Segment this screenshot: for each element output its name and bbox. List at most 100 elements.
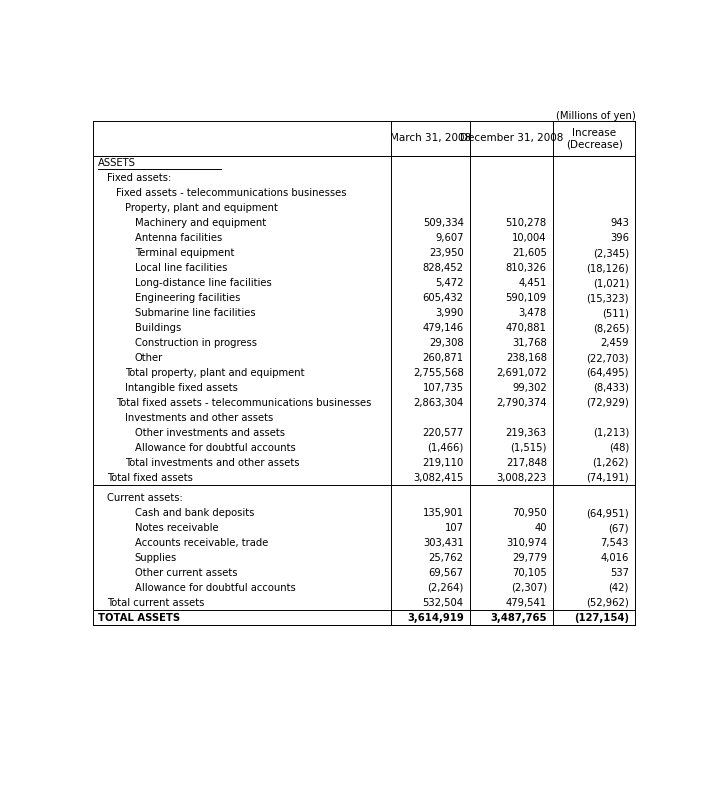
Text: 479,146: 479,146: [422, 323, 464, 333]
Text: (42): (42): [609, 583, 629, 593]
Text: 4,016: 4,016: [601, 553, 629, 563]
Text: (48): (48): [609, 443, 629, 453]
Text: Cash and bank deposits: Cash and bank deposits: [134, 508, 254, 518]
Text: 943: 943: [610, 218, 629, 228]
Text: 590,109: 590,109: [506, 293, 547, 303]
Text: 25,762: 25,762: [429, 553, 464, 563]
Text: 2,691,072: 2,691,072: [496, 368, 547, 378]
Text: 828,452: 828,452: [422, 263, 464, 273]
Text: Fixed assets - telecommunications businesses: Fixed assets - telecommunications busine…: [117, 188, 347, 198]
Text: 3,614,919: 3,614,919: [407, 613, 464, 623]
Text: 99,302: 99,302: [512, 383, 547, 393]
Text: Other investments and assets: Other investments and assets: [134, 428, 284, 438]
Text: 29,779: 29,779: [512, 553, 547, 563]
Text: ASSETS: ASSETS: [97, 158, 136, 168]
Text: 479,541: 479,541: [506, 598, 547, 608]
Text: (74,191): (74,191): [587, 473, 629, 483]
Text: 9,607: 9,607: [435, 233, 464, 243]
Text: 219,110: 219,110: [422, 458, 464, 468]
Text: (127,154): (127,154): [574, 613, 629, 623]
Text: Antenna facilities: Antenna facilities: [134, 233, 222, 243]
Text: 310,974: 310,974: [506, 538, 547, 548]
Text: March 31, 2008: March 31, 2008: [390, 133, 471, 144]
Text: 2,755,568: 2,755,568: [413, 368, 464, 378]
Text: (18,126): (18,126): [587, 263, 629, 273]
Text: 107,735: 107,735: [422, 383, 464, 393]
Text: Investments and other assets: Investments and other assets: [125, 413, 274, 423]
Text: 70,105: 70,105: [512, 568, 547, 578]
Text: (1,213): (1,213): [593, 428, 629, 438]
Text: 40: 40: [534, 523, 547, 533]
Text: 509,334: 509,334: [423, 218, 464, 228]
Text: Terminal equipment: Terminal equipment: [134, 249, 234, 258]
Text: 532,504: 532,504: [422, 598, 464, 608]
Text: Engineering facilities: Engineering facilities: [134, 293, 240, 303]
Text: Total investments and other assets: Total investments and other assets: [125, 458, 300, 468]
Text: Current assets:: Current assets:: [107, 493, 183, 503]
Text: 4,451: 4,451: [518, 278, 547, 288]
Text: (8,433): (8,433): [593, 383, 629, 393]
Text: 23,950: 23,950: [429, 249, 464, 258]
Text: 3,478: 3,478: [518, 308, 547, 318]
Text: 3,990: 3,990: [435, 308, 464, 318]
Text: (1,262): (1,262): [592, 458, 629, 468]
Text: 3,008,223: 3,008,223: [496, 473, 547, 483]
Text: Other: Other: [134, 353, 163, 363]
Text: 238,168: 238,168: [506, 353, 547, 363]
Text: 810,326: 810,326: [506, 263, 547, 273]
Text: (1,021): (1,021): [593, 278, 629, 288]
Text: 470,881: 470,881: [506, 323, 547, 333]
Text: 605,432: 605,432: [422, 293, 464, 303]
Text: Supplies: Supplies: [134, 553, 177, 563]
Text: 396: 396: [610, 233, 629, 243]
Text: 7,543: 7,543: [601, 538, 629, 548]
Text: 260,871: 260,871: [422, 353, 464, 363]
Text: Intangible fixed assets: Intangible fixed assets: [125, 383, 238, 393]
Text: Total current assets: Total current assets: [107, 598, 205, 608]
Text: Allowance for doubtful accounts: Allowance for doubtful accounts: [134, 443, 295, 453]
Text: Total fixed assets - telecommunications businesses: Total fixed assets - telecommunications …: [117, 398, 372, 408]
Text: 5,472: 5,472: [435, 278, 464, 288]
Text: 69,567: 69,567: [429, 568, 464, 578]
Text: (8,265): (8,265): [593, 323, 629, 333]
Text: Notes receivable: Notes receivable: [134, 523, 218, 533]
Text: (1,466): (1,466): [427, 443, 464, 453]
Text: Construction in progress: Construction in progress: [134, 338, 257, 348]
Text: (2,307): (2,307): [510, 583, 547, 593]
Text: (64,495): (64,495): [587, 368, 629, 378]
Text: (Millions of yen): (Millions of yen): [556, 110, 636, 121]
Text: (72,929): (72,929): [586, 398, 629, 408]
Text: Accounts receivable, trade: Accounts receivable, trade: [134, 538, 268, 548]
Text: Increase
(Decrease): Increase (Decrease): [566, 128, 623, 149]
Text: 29,308: 29,308: [429, 338, 464, 348]
Text: 2,459: 2,459: [600, 338, 629, 348]
Text: Buildings: Buildings: [134, 323, 181, 333]
Text: Submarine line facilities: Submarine line facilities: [134, 308, 255, 318]
Text: 220,577: 220,577: [422, 428, 464, 438]
Text: Allowance for doubtful accounts: Allowance for doubtful accounts: [134, 583, 295, 593]
Text: 3,082,415: 3,082,415: [413, 473, 464, 483]
Text: (2,264): (2,264): [427, 583, 464, 593]
Text: (2,345): (2,345): [593, 249, 629, 258]
Text: 107: 107: [444, 523, 464, 533]
Text: (64,951): (64,951): [587, 508, 629, 518]
Text: (52,962): (52,962): [586, 598, 629, 608]
Text: Long-distance line facilities: Long-distance line facilities: [134, 278, 272, 288]
Text: 135,901: 135,901: [422, 508, 464, 518]
Text: (511): (511): [602, 308, 629, 318]
Text: Total fixed assets: Total fixed assets: [107, 473, 193, 483]
Text: (22,703): (22,703): [587, 353, 629, 363]
Text: Machinery and equipment: Machinery and equipment: [134, 218, 266, 228]
Text: (1,515): (1,515): [510, 443, 547, 453]
Text: (15,323): (15,323): [587, 293, 629, 303]
Text: 31,768: 31,768: [512, 338, 547, 348]
Text: Fixed assets:: Fixed assets:: [107, 173, 171, 183]
Text: Other current assets: Other current assets: [134, 568, 237, 578]
Text: 2,790,374: 2,790,374: [496, 398, 547, 408]
Text: 217,848: 217,848: [506, 458, 547, 468]
Text: (67): (67): [609, 523, 629, 533]
Text: 2,863,304: 2,863,304: [413, 398, 464, 408]
Text: 10,004: 10,004: [513, 233, 547, 243]
Text: 21,605: 21,605: [512, 249, 547, 258]
Text: 537: 537: [610, 568, 629, 578]
